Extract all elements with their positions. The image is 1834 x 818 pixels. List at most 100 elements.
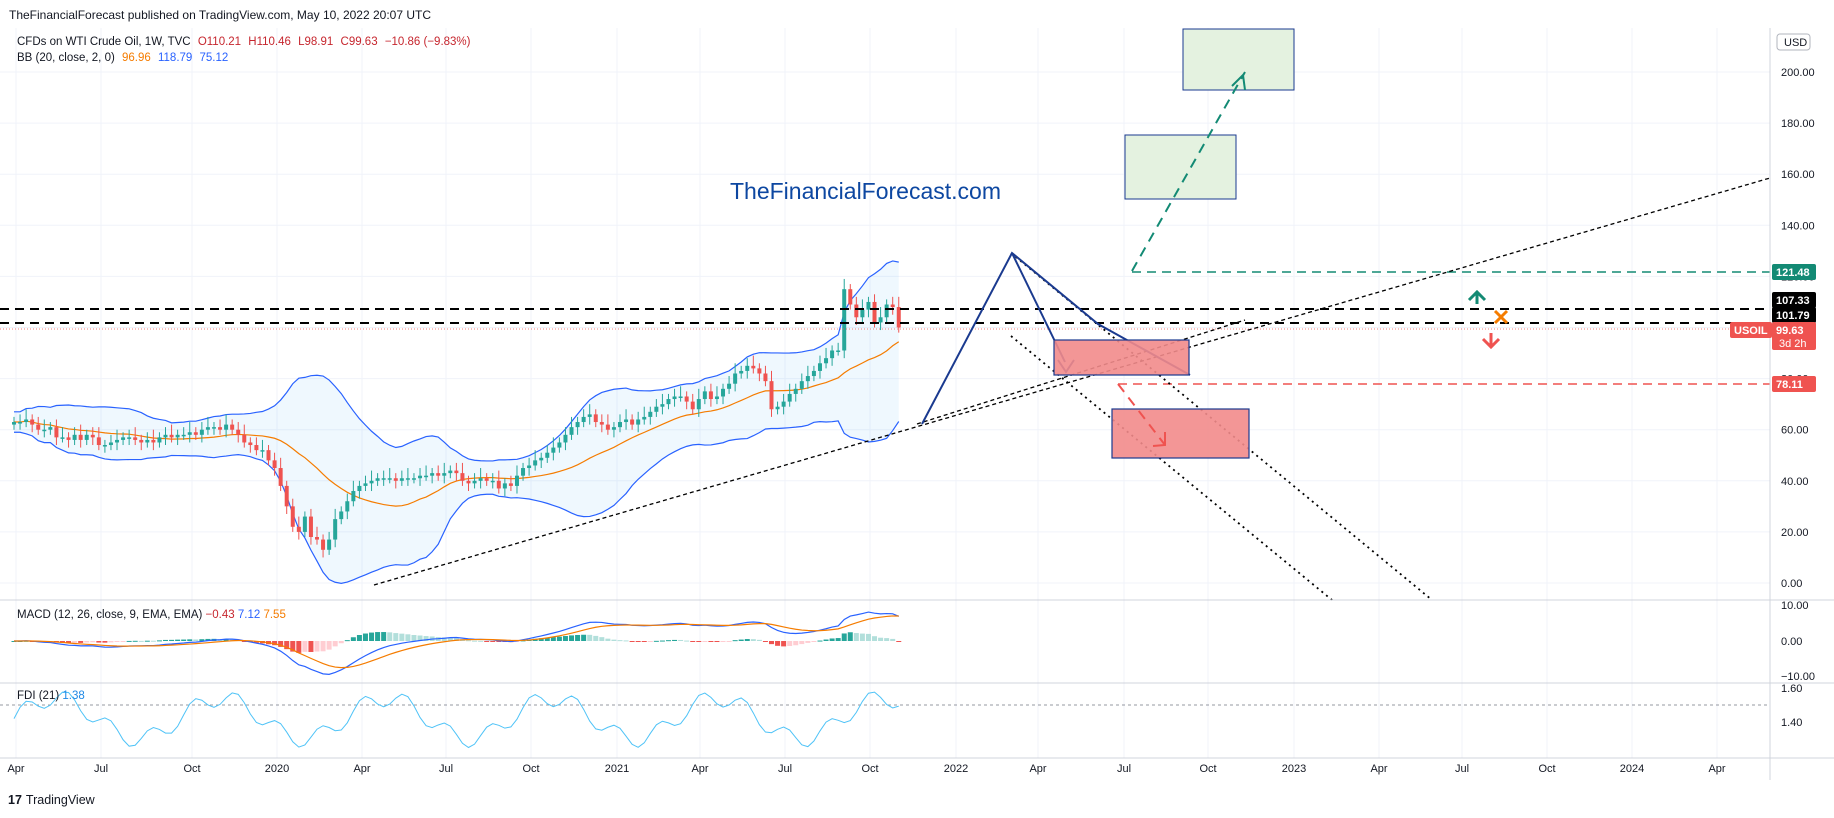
bb-label[interactable]: BB (20, close, 2, 0) xyxy=(17,52,115,64)
fdi-label[interactable]: FDI (21) xyxy=(17,690,60,702)
symbol-name[interactable]: CFDs on WTI Crude Oil, 1W, TVC xyxy=(17,36,191,48)
macd-histogram-bar xyxy=(738,639,744,641)
macd-histogram-bar xyxy=(769,641,774,645)
candle-body xyxy=(278,468,283,486)
candle-body xyxy=(660,404,665,407)
macd-histogram-bar xyxy=(284,641,290,650)
candle-body xyxy=(254,445,259,451)
macd-label[interactable]: MACD (12, 26, close, 9, EMA, EMA) xyxy=(17,609,203,621)
macd-histogram-bar xyxy=(181,639,187,641)
candle-body xyxy=(108,442,113,446)
candle-body xyxy=(872,301,877,323)
price-tick-label: 20.00 xyxy=(1781,527,1809,539)
time-tick-label: Jul xyxy=(1455,763,1469,775)
candle-body xyxy=(636,419,641,425)
macd-histogram-bar xyxy=(647,641,653,642)
candle-body xyxy=(618,422,622,428)
candle-body xyxy=(387,478,392,480)
candle-body xyxy=(527,465,532,469)
tradingview-brand: TradingView xyxy=(25,793,95,807)
candle-body xyxy=(157,437,162,443)
candle-body xyxy=(472,480,477,484)
candle-body xyxy=(242,434,247,443)
chevron-down-icon xyxy=(1481,337,1501,350)
candle-body xyxy=(333,519,338,540)
candle-body xyxy=(878,317,883,323)
macd-histogram-bar xyxy=(896,641,902,642)
candle-body xyxy=(430,473,435,476)
time-tick-label: Jul xyxy=(439,763,453,775)
currency-badge-bg xyxy=(1776,33,1811,51)
price-tick-label: 60.00 xyxy=(1781,425,1809,437)
macd-legend: MACD (12, 26, close, 9, EMA, EMA) −0.43 … xyxy=(17,609,286,621)
candle-body xyxy=(260,450,265,452)
symbol-legend: CFDs on WTI Crude Oil, 1W, TVC O110.21 H… xyxy=(17,34,474,66)
tradingview-logo-icon: 17 xyxy=(8,793,22,807)
macd-histogram-bar xyxy=(841,633,847,641)
macd-histogram-bar xyxy=(672,639,678,641)
arrow-up-icon xyxy=(1231,72,1246,91)
candle-body xyxy=(436,473,441,476)
macd-histogram-bar xyxy=(393,633,399,641)
price-label-78-bg xyxy=(1772,376,1816,392)
macd-histogram-bar xyxy=(478,640,484,642)
fdi-line xyxy=(13,691,899,749)
macd-histogram-bar xyxy=(496,641,502,642)
candle-body xyxy=(18,422,23,424)
candle-body xyxy=(466,480,471,484)
bb-basis-line xyxy=(14,341,900,507)
macd-histogram-bar xyxy=(338,641,344,644)
candle-body xyxy=(424,475,429,478)
macd-histogram-bar xyxy=(72,641,78,643)
macd-histogram-bar xyxy=(641,641,647,642)
bb-upper-line xyxy=(14,260,899,462)
cross-icon xyxy=(1493,309,1509,325)
candle-body xyxy=(721,388,726,397)
trendline-down-2 xyxy=(1010,335,1333,601)
candle-body xyxy=(611,427,616,430)
macd-histogram-bar xyxy=(150,640,156,642)
ohlc-open: O110.21 xyxy=(197,36,242,48)
macd-histogram-bar xyxy=(332,641,338,647)
candle-body xyxy=(181,434,186,437)
candle-body xyxy=(848,289,853,305)
candle-body xyxy=(339,511,344,520)
candle-body xyxy=(460,473,465,481)
macd-histogram-bar xyxy=(126,640,132,642)
macd-histogram-bar xyxy=(635,641,641,642)
macd-histogram-bar xyxy=(835,638,841,641)
macd-histogram-bar xyxy=(278,641,284,647)
candle-body xyxy=(642,416,647,420)
macd-histogram-bar xyxy=(787,641,793,647)
price-label-121-bg xyxy=(1772,264,1816,280)
price-tick-label: 40.00 xyxy=(1781,476,1809,488)
candle-body xyxy=(684,396,689,402)
candle-body xyxy=(884,304,889,318)
macd-histogram-bar xyxy=(387,632,393,641)
price-tick-label: 160.00 xyxy=(1781,169,1815,181)
time-tick-label: Oct xyxy=(1199,763,1216,775)
macd-histogram-bar xyxy=(714,641,720,642)
candle-body xyxy=(30,419,35,425)
price-tick-label: 140.00 xyxy=(1781,220,1815,232)
candle-body xyxy=(411,478,416,480)
macd-histogram-bar xyxy=(629,641,635,642)
candle-body xyxy=(169,434,174,438)
candle-body xyxy=(151,439,156,443)
price-tick-label: 180.00 xyxy=(1781,118,1815,130)
macd-tick-label: 10.00 xyxy=(1781,600,1809,612)
tradingview-footer[interactable]: 17 TradingView xyxy=(8,793,95,807)
candle-body xyxy=(284,485,289,507)
candle-body xyxy=(199,429,204,435)
time-tick-label: Apr xyxy=(353,763,370,775)
macd-histogram-bar xyxy=(169,639,175,641)
candle-body xyxy=(72,434,77,440)
candle-body xyxy=(666,399,671,405)
candle-body xyxy=(793,388,798,394)
candle-body xyxy=(54,427,59,438)
candle-body xyxy=(787,393,792,402)
macd-histogram-bar xyxy=(302,641,308,652)
candle-body xyxy=(557,442,562,448)
macd-histogram-bar xyxy=(417,635,423,641)
